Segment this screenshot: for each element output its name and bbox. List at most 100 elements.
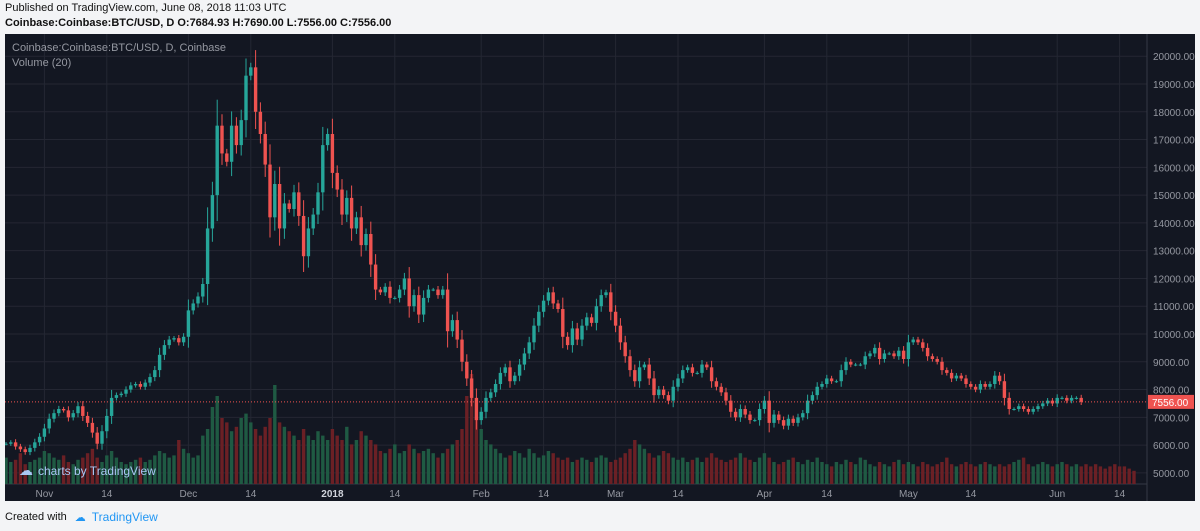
volume-bar (421, 451, 426, 484)
candle-body (5, 443, 8, 445)
price-chart[interactable]: 5000.00 6000.00 7000.00 8000.00 9000.00 10000… (5, 34, 1195, 501)
candle-body (364, 234, 368, 246)
candle-body (28, 447, 32, 453)
volume-bar (623, 453, 627, 484)
candle-body (618, 325, 623, 343)
candle-body (604, 292, 608, 296)
candle-body (277, 184, 282, 229)
volume-bar (1045, 464, 1050, 484)
x-tick-label: Nov (36, 489, 54, 500)
volume-bar (37, 457, 42, 484)
volume-bar (282, 426, 287, 484)
volume-bar (1113, 464, 1117, 484)
candle-body (354, 217, 359, 229)
volume-bar (897, 459, 901, 484)
volume-bar (412, 448, 416, 484)
candle-body (978, 384, 983, 390)
volume-bar (316, 431, 320, 484)
candle-body (753, 420, 757, 422)
volume-bar (1050, 466, 1055, 484)
candle-body (781, 420, 786, 426)
volume-bar (906, 462, 911, 484)
x-tick-label: 2018 (321, 489, 344, 500)
volume-bar (786, 459, 791, 484)
candle-body (791, 418, 795, 423)
candle-body (431, 289, 435, 291)
candle-body (340, 189, 344, 215)
volume-bar (690, 459, 695, 484)
volume-bar (599, 455, 603, 484)
volume-bar (609, 462, 613, 484)
candle-body (388, 286, 392, 298)
volume-bar (575, 459, 579, 484)
candle-body (575, 328, 579, 340)
candle-body (810, 395, 815, 401)
candle-body (153, 370, 157, 378)
candle-body (162, 345, 167, 355)
candle-body (973, 386, 978, 390)
candle-body (234, 125, 239, 146)
chart-panel[interactable]: 5000.00 6000.00 7000.00 8000.00 9000.00 10000… (5, 34, 1195, 501)
volume-bar (767, 457, 771, 484)
candle-body (253, 67, 258, 112)
volume-bar (753, 462, 757, 484)
volume-bar (983, 462, 987, 484)
volume-bar (479, 429, 483, 484)
candle-body (105, 415, 109, 432)
volume-bar (930, 466, 935, 484)
volume-bar (215, 396, 219, 484)
volume-bar (18, 453, 23, 484)
candle-body (417, 295, 421, 315)
volume-bar (186, 453, 191, 484)
volume-bar (148, 459, 152, 484)
volume-bar (263, 426, 267, 484)
candle-body (930, 356, 935, 359)
candle-body (71, 413, 75, 418)
candle-body (748, 414, 752, 421)
y-tick-label: 5000.00 (1153, 469, 1190, 480)
volume-bar (729, 459, 733, 484)
x-tick-label: 14 (1114, 489, 1126, 500)
volume-bar (921, 462, 925, 484)
candle-body (412, 295, 416, 307)
volume-bar (369, 440, 373, 484)
candle-body (585, 317, 589, 326)
candle-body (205, 228, 210, 284)
volume-bar (585, 459, 589, 484)
candle-body (959, 375, 963, 379)
volume-bar (604, 457, 608, 484)
volume-bar (964, 462, 968, 484)
volume-bar (652, 457, 656, 484)
candle-body (517, 364, 522, 376)
volume-bar (805, 459, 810, 484)
volume-bar (364, 435, 368, 484)
volume-bar (978, 464, 983, 484)
candle-body (623, 342, 627, 357)
candle-body (642, 364, 647, 368)
candle-body (633, 370, 637, 382)
published-line: Published on TradingView.com, June 08, 2… (5, 2, 287, 14)
volume-bar (1074, 464, 1079, 484)
volume-bar (196, 455, 200, 484)
y-tick-label: 13000.00 (1153, 247, 1195, 258)
candle-body (690, 367, 695, 373)
volume-bar (849, 462, 853, 484)
volume-bar (724, 462, 728, 484)
candle-body (196, 296, 200, 304)
candle-body (61, 409, 66, 411)
volume-bar (124, 464, 128, 484)
candle-body (225, 153, 229, 162)
candle-body (407, 278, 411, 307)
volume-bar (642, 448, 647, 484)
volume-bar (1002, 466, 1007, 484)
candle-body (484, 397, 488, 412)
volume-bar (436, 457, 440, 484)
y-tick-label: 16000.00 (1153, 163, 1195, 174)
volume-bar (210, 407, 215, 484)
candle-body (402, 278, 407, 290)
volume-bar (229, 431, 234, 484)
x-tick-label: 14 (101, 489, 113, 500)
candle-body (892, 353, 896, 357)
candle-body (465, 361, 469, 379)
volume-bar (249, 422, 253, 484)
